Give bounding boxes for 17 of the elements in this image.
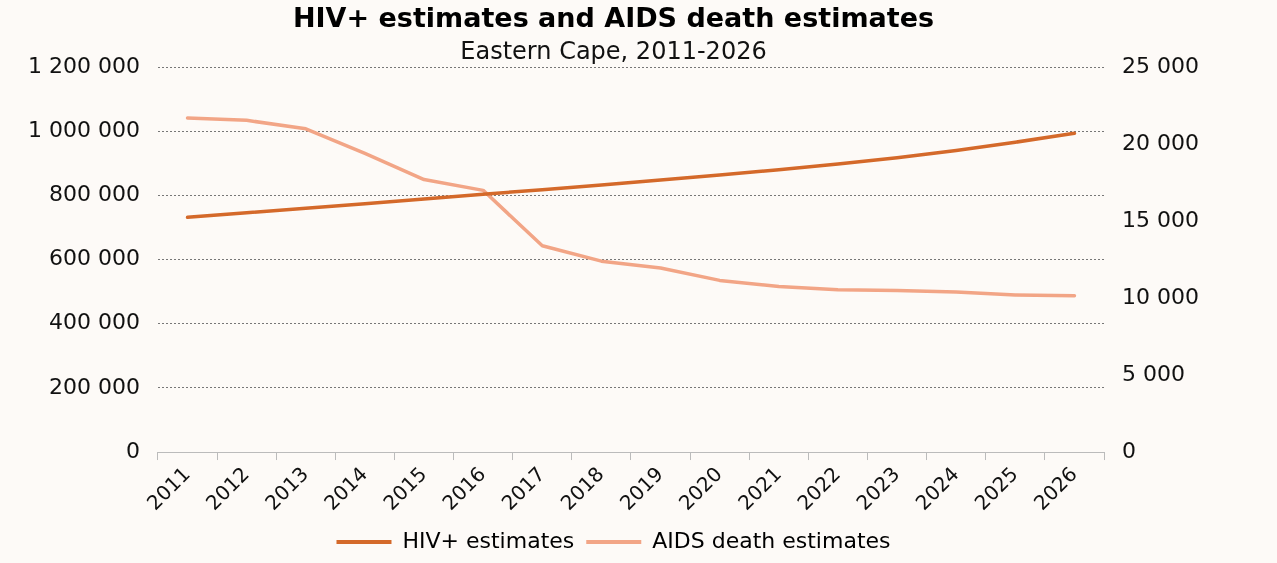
y-tick-label: 800 000 bbox=[48, 181, 140, 207]
chart-title: HIV+ estimates and AIDS death estimates bbox=[292, 2, 935, 34]
y2-tick-label: 25 000 bbox=[1122, 52, 1200, 78]
y-tick-label: 600 000 bbox=[48, 245, 140, 271]
legend-label: AIDS death estimates bbox=[652, 527, 891, 553]
y2-tick-label: 0 bbox=[1122, 437, 1137, 463]
legend-label: HIV+ estimates bbox=[402, 527, 575, 553]
y2-tick-label: 10 000 bbox=[1122, 283, 1200, 309]
y-tick-label: 1 200 000 bbox=[28, 52, 140, 78]
y2-tick-label: 5 000 bbox=[1122, 360, 1186, 386]
chart-subtitle: Eastern Cape, 2011-2026 bbox=[460, 37, 767, 66]
y-tick-label: 200 000 bbox=[48, 373, 140, 399]
y-tick-label: 400 000 bbox=[48, 309, 140, 335]
y-tick-label: 0 bbox=[125, 437, 140, 463]
y-tick-label: 1 000 000 bbox=[28, 117, 140, 143]
y2-tick-label: 15 000 bbox=[1122, 206, 1200, 232]
y2-tick-label: 20 000 bbox=[1122, 129, 1200, 155]
